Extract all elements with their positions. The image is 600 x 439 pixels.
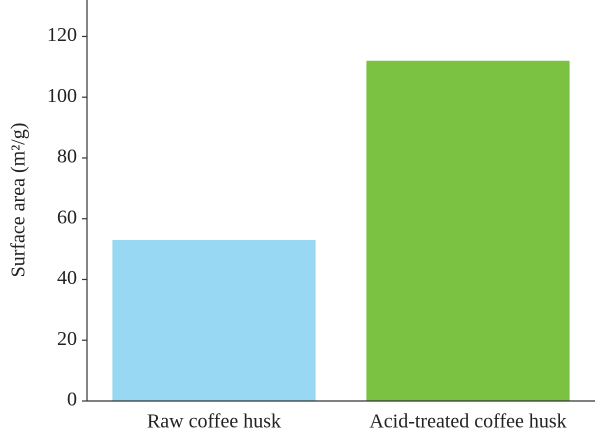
y-tick-label: 20 [57,328,77,350]
bar [366,60,570,402]
y-tick-label: 120 [47,24,77,46]
y-tick-label: 80 [57,146,77,168]
y-axis-label: Surface area (m²/g) [8,123,30,278]
bar [112,239,316,401]
y-tick-label: 100 [47,85,77,107]
y-tick-label: 60 [57,206,77,228]
y-tick-label: 0 [67,389,77,411]
x-tick-label: Raw coffee husk [147,411,281,433]
y-tick-label: 40 [57,267,77,289]
x-tick-label: Acid-treated coffee husk [369,411,566,433]
